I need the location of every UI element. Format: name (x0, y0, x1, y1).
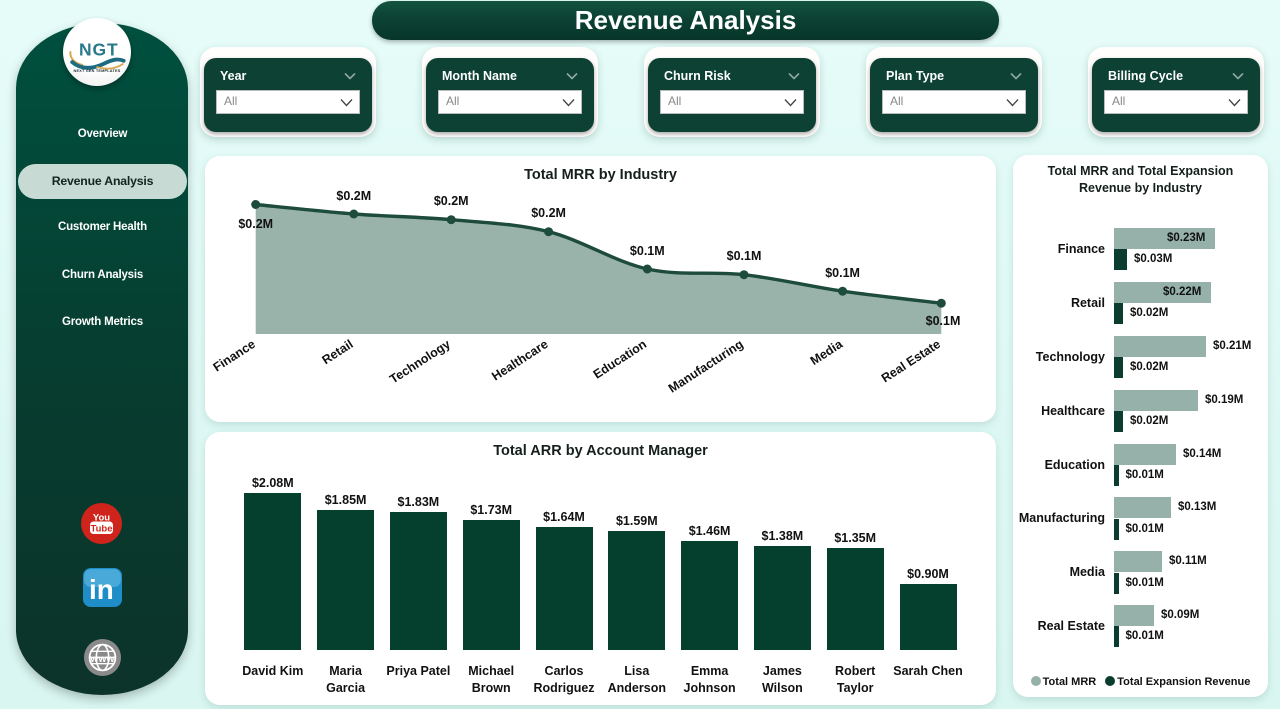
svg-text:NGT: NGT (79, 40, 119, 60)
svg-text:www: www (89, 654, 114, 665)
svg-text:in: in (89, 574, 114, 605)
svg-text:NEXT GEN TEMPLATES: NEXT GEN TEMPLATES (73, 69, 120, 73)
svg-text:You: You (93, 513, 110, 524)
svg-text:Tube: Tube (91, 524, 113, 535)
